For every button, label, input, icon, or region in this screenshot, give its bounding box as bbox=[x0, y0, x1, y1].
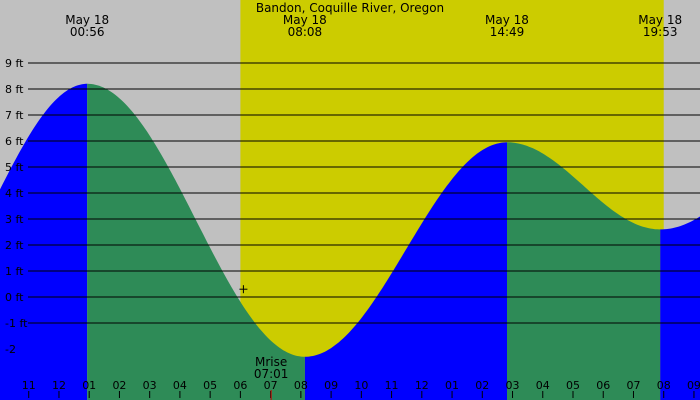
tide-date-label: May 18 bbox=[638, 13, 682, 27]
hour-label: 02 bbox=[112, 379, 126, 392]
current-time-marker bbox=[239, 285, 248, 294]
chart-title: Bandon, Coquille River, Oregon bbox=[256, 1, 444, 15]
hour-label: 04 bbox=[536, 379, 550, 392]
y-tick-label: -2 bbox=[5, 343, 16, 356]
hour-label: 03 bbox=[506, 379, 520, 392]
tide-time-label: 00:56 bbox=[70, 25, 105, 39]
falling-tide-segment bbox=[87, 83, 305, 400]
hour-label: 10 bbox=[354, 379, 368, 392]
gridlines bbox=[28, 62, 700, 324]
y-axis-labels: 9 ft 8 ft 7 ft 6 ft 5 ft 4 ft 3 ft 2 ft 1 ft 0 ft… bbox=[5, 57, 28, 356]
hour-label: 05 bbox=[566, 379, 580, 392]
hour-label: 09 bbox=[687, 379, 700, 392]
y-tick-label: 4 ft bbox=[5, 187, 24, 200]
y-tick-label: 5 ft bbox=[5, 161, 24, 174]
y-tick-label: 8 ft bbox=[5, 83, 24, 96]
tide-area bbox=[0, 83, 700, 400]
hour-label: 05 bbox=[203, 379, 217, 392]
hour-label: 09 bbox=[324, 379, 338, 392]
y-tick-label: 3 ft bbox=[5, 213, 24, 226]
y-tick-label: 0 ft bbox=[5, 291, 24, 304]
y-tick-label: -1 ft bbox=[5, 317, 28, 330]
hour-label: 11 bbox=[385, 379, 399, 392]
hour-label: 04 bbox=[173, 379, 187, 392]
hour-label: 02 bbox=[475, 379, 489, 392]
y-tick-label: 1 ft bbox=[5, 265, 24, 278]
moonrise-label: Mrise bbox=[255, 355, 287, 369]
tide-time-label: 19:53 bbox=[643, 25, 678, 39]
moonrise-time-label: 07:01 bbox=[254, 367, 289, 381]
hour-label: 06 bbox=[596, 379, 610, 392]
hour-axis: 11 12 01 02 03 04 05 06 07 08 09 10 11 12 01 02 03 04 05 06… bbox=[22, 379, 700, 398]
hour-label: 01 bbox=[82, 379, 96, 392]
y-tick-label: 7 ft bbox=[5, 109, 24, 122]
hour-label: 01 bbox=[445, 379, 459, 392]
tide-time-label: 14:49 bbox=[490, 25, 525, 39]
hour-label: 08 bbox=[294, 379, 308, 392]
hour-label: 06 bbox=[233, 379, 247, 392]
y-tick-label: 2 ft bbox=[5, 239, 24, 252]
y-tick-label: 9 ft bbox=[5, 57, 24, 70]
rising-tide-segment bbox=[0, 83, 88, 400]
tide-time-label: 08:08 bbox=[288, 25, 323, 39]
hour-label: 07 bbox=[264, 379, 278, 392]
rising-tide-segment bbox=[660, 216, 700, 400]
hour-label: 08 bbox=[657, 379, 671, 392]
tide-date-label: May 18 bbox=[485, 13, 529, 27]
hour-label: 03 bbox=[143, 379, 157, 392]
tide-date-label: May 18 bbox=[65, 13, 109, 27]
y-tick-label: 6 ft bbox=[5, 135, 24, 148]
hour-label: 12 bbox=[52, 379, 66, 392]
hour-label: 11 bbox=[22, 379, 36, 392]
tide-date-label: May 18 bbox=[283, 13, 327, 27]
hour-label: 07 bbox=[626, 379, 640, 392]
hour-label: 12 bbox=[415, 379, 429, 392]
